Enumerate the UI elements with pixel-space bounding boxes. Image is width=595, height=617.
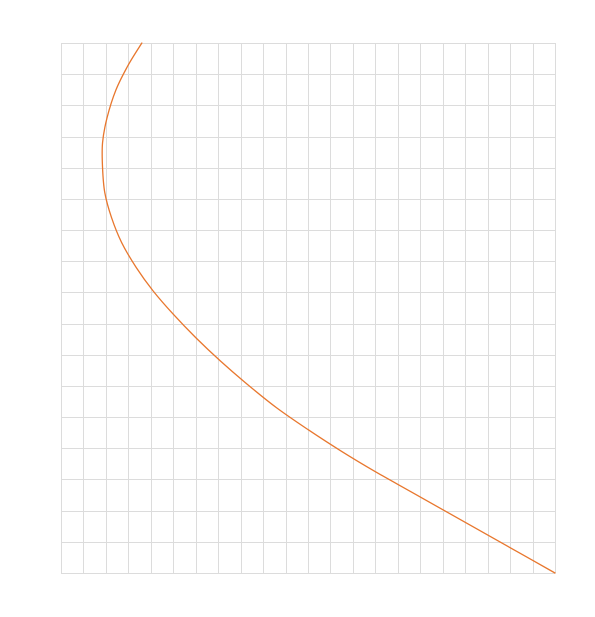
grid	[61, 43, 556, 574]
series-group	[101, 42, 556, 574]
series-line-0	[101, 42, 556, 574]
